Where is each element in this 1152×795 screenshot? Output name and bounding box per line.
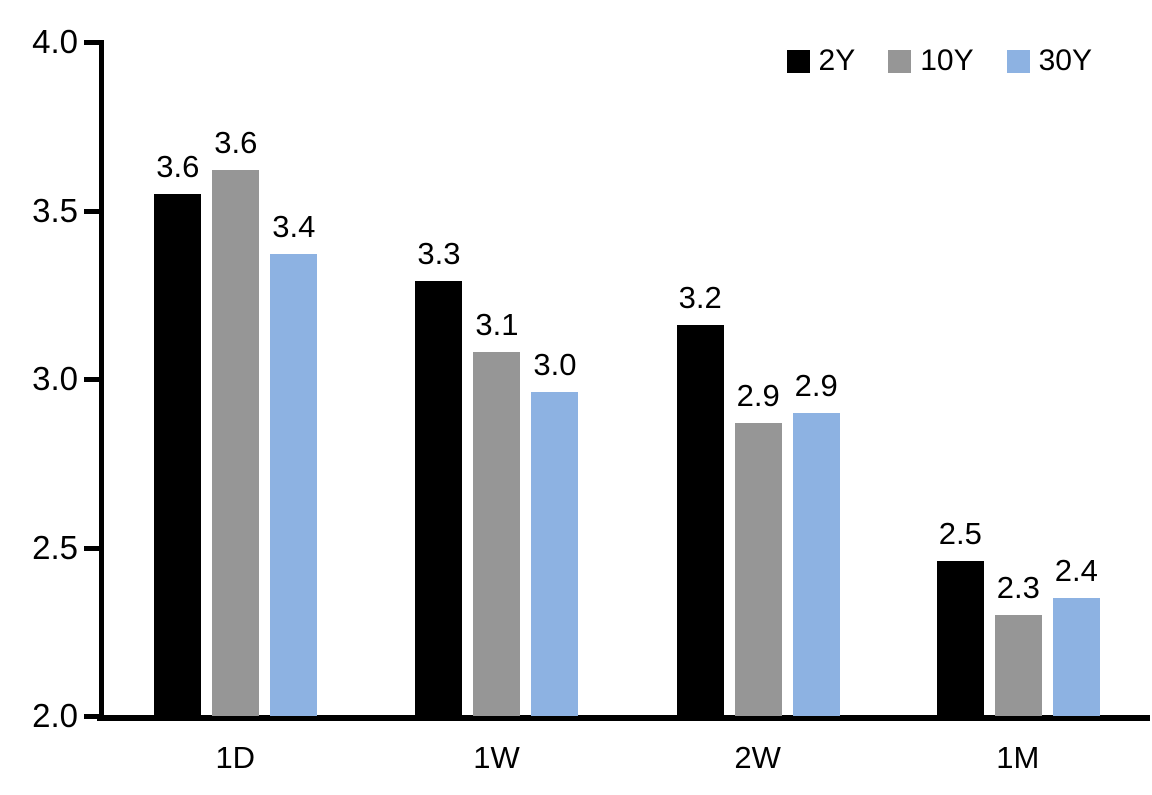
bar-wrap: 3.3 [415, 237, 463, 716]
bar-value-label: 3.4 [272, 209, 316, 244]
bar-30Y-1M [1052, 598, 1100, 716]
bar-wrap: 3.6 [212, 126, 260, 716]
bar-wrap: 2.4 [1052, 554, 1100, 716]
bar-wrap: 2.5 [936, 517, 984, 716]
bar-group-1W: 3.3 3.1 3.0 [415, 237, 579, 716]
bar-wrap: 3.6 [154, 150, 202, 716]
bar-group-2W: 3.2 2.9 2.9 [676, 281, 840, 716]
bar-30Y-1W [531, 392, 579, 716]
y-tick-mark [84, 377, 101, 382]
y-tick-label: 3.5 [32, 191, 78, 229]
y-tick-mark [84, 545, 101, 551]
bar-value-label: 3.6 [214, 125, 258, 160]
legend: 2Y 10Y 30Y [786, 44, 1092, 77]
bar-value-label: 3.3 [417, 236, 461, 271]
x-axis-line [97, 715, 1150, 721]
x-category-label-1M: 1M [996, 740, 1040, 775]
plot-area: 3.6 3.6 3.4 3.3 3.1 3.0 3.2 2.9 2.9 2.5 2.3 2.4 [101, 42, 1150, 716]
legend-label: 10Y [920, 44, 974, 77]
bar-2Y-1M [936, 561, 984, 716]
bar-10Y-1W [473, 352, 521, 716]
legend-item-2Y: 2Y [786, 44, 856, 77]
x-category-label-1D: 1D [215, 740, 256, 775]
legend-swatch-icon [786, 49, 810, 73]
bar-value-label: 2.3 [996, 570, 1040, 605]
y-tick-mark [84, 714, 101, 719]
bar-value-label: 3.2 [678, 280, 722, 315]
bar-wrap: 3.2 [676, 281, 724, 716]
bar-value-label: 3.0 [533, 347, 577, 382]
bar-10Y-2W [734, 423, 782, 716]
bar-2Y-2W [676, 325, 724, 716]
bar-wrap: 3.1 [473, 308, 521, 716]
legend-swatch-icon [1006, 49, 1030, 73]
y-axis-line [99, 40, 104, 719]
legend-label: 30Y [1038, 44, 1092, 77]
y-tick-label: 3.0 [32, 360, 78, 397]
bar-10Y-1D [212, 170, 260, 716]
bar-group-1M: 2.5 2.3 2.4 [936, 517, 1100, 716]
y-tick-label: 2.5 [32, 528, 78, 566]
bar-value-label: 2.4 [1054, 553, 1098, 588]
y-tick-label: 2.0 [32, 697, 78, 734]
bar-value-label: 2.9 [794, 368, 838, 403]
x-category-label-2W: 2W [734, 740, 781, 775]
x-category-label-1W: 1W [473, 740, 520, 775]
bar-value-label: 2.9 [736, 378, 780, 413]
y-tick-mark [84, 208, 101, 214]
legend-swatch-icon [888, 49, 912, 73]
bar-wrap: 2.9 [792, 369, 840, 716]
bar-wrap: 2.3 [994, 571, 1042, 716]
bar-wrap: 2.9 [734, 379, 782, 716]
bar-value-label: 2.5 [938, 516, 982, 551]
bar-value-label: 3.1 [475, 307, 519, 342]
bar-2Y-1D [154, 194, 202, 716]
legend-label: 2Y [818, 44, 856, 77]
bar-value-label: 3.6 [156, 149, 200, 184]
bar-30Y-1D [270, 254, 318, 716]
bar-wrap: 3.0 [531, 348, 579, 716]
y-tick-label: 4.0 [32, 23, 78, 60]
bar-group-1D: 3.6 3.6 3.4 [154, 126, 318, 716]
legend-item-30Y: 30Y [1006, 44, 1092, 77]
legend-item-10Y: 10Y [888, 44, 974, 77]
bar-2Y-1W [415, 281, 463, 716]
y-tick-mark [84, 40, 101, 45]
bar-30Y-2W [792, 413, 840, 716]
bar-10Y-1M [994, 615, 1042, 716]
bar-wrap: 3.4 [270, 210, 318, 716]
